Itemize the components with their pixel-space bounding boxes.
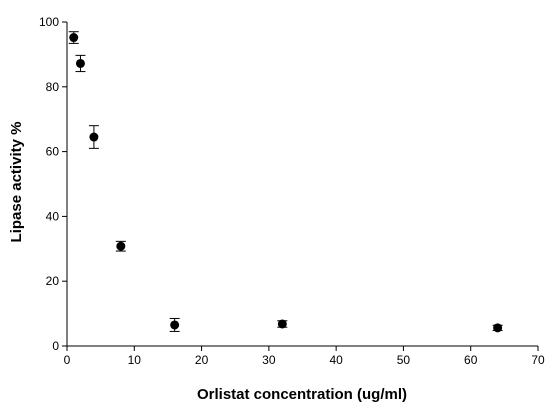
x-axis-ticks: 0 10 20 30 40 50 60 70	[64, 346, 545, 367]
data-point	[493, 323, 503, 333]
x-tick-label: 0	[64, 353, 71, 367]
data-point	[170, 320, 180, 330]
x-tick-label: 40	[329, 353, 343, 367]
error-bars	[68, 31, 503, 332]
y-tick-label: 80	[46, 80, 60, 94]
x-tick-label: 10	[128, 353, 142, 367]
x-axis-title: Orlistat concentration (ug/ml)	[197, 386, 407, 403]
y-tick-label: 20	[46, 274, 60, 288]
y-tick-label: 0	[52, 339, 59, 353]
x-tick-label: 20	[195, 353, 209, 367]
y-tick-label: 60	[46, 145, 60, 159]
y-tick-label: 100	[39, 15, 59, 29]
y-tick-label: 40	[46, 209, 60, 223]
data-point	[277, 319, 287, 329]
axes	[66, 22, 538, 347]
data-point	[75, 58, 85, 68]
x-tick-label: 50	[397, 353, 411, 367]
x-tick-label: 60	[464, 353, 478, 367]
data-point	[69, 33, 79, 43]
y-axis-ticks: 0 20 40 60 80 100	[39, 15, 67, 353]
data-points	[69, 33, 503, 333]
data-point	[89, 132, 99, 142]
x-tick-label: 30	[262, 353, 276, 367]
data-point	[116, 241, 126, 251]
y-axis-title: Lipase activity %	[8, 122, 25, 243]
x-tick-label: 70	[531, 353, 545, 367]
